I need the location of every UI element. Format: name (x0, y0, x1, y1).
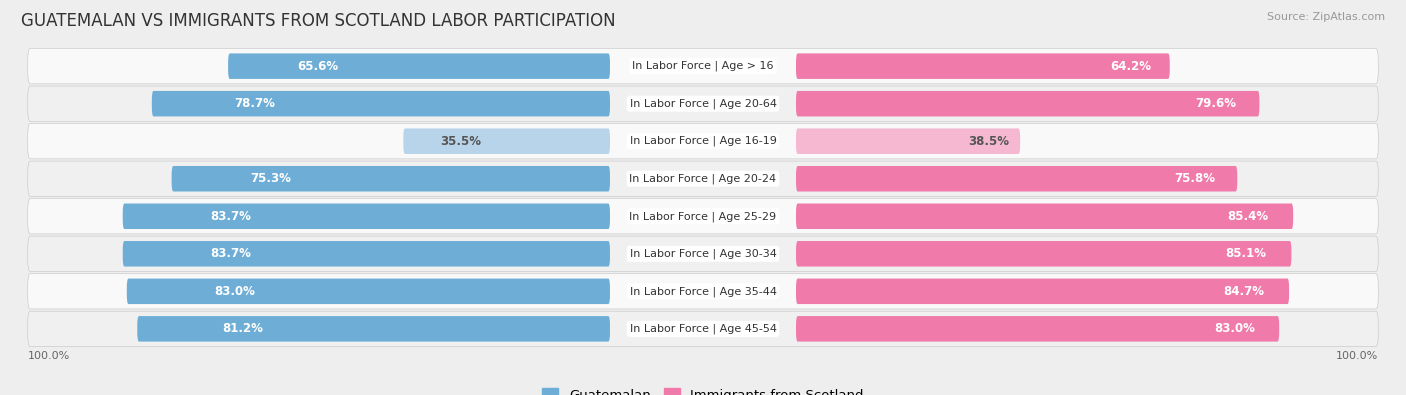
Text: In Labor Force | Age 25-29: In Labor Force | Age 25-29 (630, 211, 776, 222)
FancyBboxPatch shape (796, 91, 1260, 117)
FancyBboxPatch shape (28, 49, 1378, 84)
Text: 81.2%: 81.2% (222, 322, 263, 335)
FancyBboxPatch shape (796, 166, 1237, 192)
Text: 64.2%: 64.2% (1111, 60, 1152, 73)
Text: 85.1%: 85.1% (1226, 247, 1267, 260)
Text: In Labor Force | Age 20-24: In Labor Force | Age 20-24 (630, 173, 776, 184)
FancyBboxPatch shape (28, 161, 1378, 196)
Text: In Labor Force | Age 20-64: In Labor Force | Age 20-64 (630, 98, 776, 109)
Text: In Labor Force | Age 16-19: In Labor Force | Age 16-19 (630, 136, 776, 147)
Legend: Guatemalan, Immigrants from Scotland: Guatemalan, Immigrants from Scotland (537, 383, 869, 395)
FancyBboxPatch shape (28, 236, 1378, 271)
Text: In Labor Force | Age 30-34: In Labor Force | Age 30-34 (630, 248, 776, 259)
Text: 85.4%: 85.4% (1227, 210, 1268, 223)
FancyBboxPatch shape (122, 203, 610, 229)
Text: 83.7%: 83.7% (211, 247, 252, 260)
Text: 100.0%: 100.0% (1336, 352, 1378, 361)
Text: Source: ZipAtlas.com: Source: ZipAtlas.com (1267, 12, 1385, 22)
Text: 79.6%: 79.6% (1195, 97, 1236, 110)
Text: 78.7%: 78.7% (235, 97, 276, 110)
FancyBboxPatch shape (138, 316, 610, 342)
FancyBboxPatch shape (404, 128, 610, 154)
FancyBboxPatch shape (172, 166, 610, 192)
FancyBboxPatch shape (127, 278, 610, 304)
FancyBboxPatch shape (796, 278, 1289, 304)
FancyBboxPatch shape (796, 203, 1294, 229)
Text: In Labor Force | Age > 16: In Labor Force | Age > 16 (633, 61, 773, 71)
Text: 83.0%: 83.0% (214, 285, 254, 298)
Text: 38.5%: 38.5% (967, 135, 1010, 148)
Text: 35.5%: 35.5% (440, 135, 481, 148)
Text: 100.0%: 100.0% (28, 352, 70, 361)
FancyBboxPatch shape (228, 53, 610, 79)
Text: 75.3%: 75.3% (250, 172, 291, 185)
FancyBboxPatch shape (28, 199, 1378, 234)
Text: 65.6%: 65.6% (297, 60, 337, 73)
Text: 83.0%: 83.0% (1215, 322, 1256, 335)
FancyBboxPatch shape (28, 124, 1378, 159)
FancyBboxPatch shape (28, 274, 1378, 309)
Text: In Labor Force | Age 45-54: In Labor Force | Age 45-54 (630, 324, 776, 334)
Text: 75.8%: 75.8% (1174, 172, 1215, 185)
Text: 84.7%: 84.7% (1223, 285, 1264, 298)
FancyBboxPatch shape (796, 53, 1170, 79)
FancyBboxPatch shape (28, 86, 1378, 121)
FancyBboxPatch shape (122, 241, 610, 267)
FancyBboxPatch shape (152, 91, 610, 117)
Text: GUATEMALAN VS IMMIGRANTS FROM SCOTLAND LABOR PARTICIPATION: GUATEMALAN VS IMMIGRANTS FROM SCOTLAND L… (21, 12, 616, 30)
FancyBboxPatch shape (796, 241, 1292, 267)
FancyBboxPatch shape (796, 128, 1021, 154)
FancyBboxPatch shape (28, 311, 1378, 346)
Text: In Labor Force | Age 35-44: In Labor Force | Age 35-44 (630, 286, 776, 297)
FancyBboxPatch shape (796, 316, 1279, 342)
Text: 83.7%: 83.7% (211, 210, 252, 223)
